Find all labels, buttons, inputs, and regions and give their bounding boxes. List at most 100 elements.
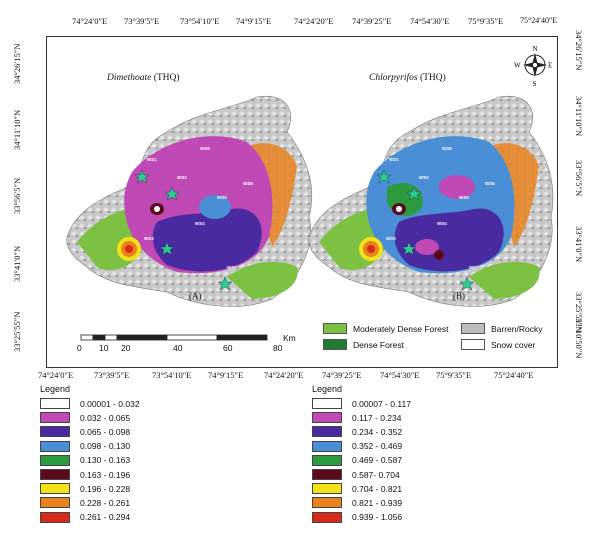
legend-swatch xyxy=(312,426,342,438)
site-label: WS4 xyxy=(437,221,447,226)
legend-swatch xyxy=(40,511,70,523)
legend-swatch xyxy=(312,469,342,480)
sampling-site xyxy=(164,186,180,201)
legend-swatch xyxy=(40,497,70,509)
legend-label: 0.704 - 0.821 xyxy=(352,483,403,494)
bottom-tick: 74°54′30″E xyxy=(380,370,420,380)
legend-label: 0.163 - 0.196 xyxy=(80,469,131,480)
legend-label: 0.117 - 0.234 xyxy=(352,412,402,423)
moderately-dense-forest-area xyxy=(469,261,540,299)
legend-swatch xyxy=(40,440,70,452)
legend-item: 0.032 - 0.065 xyxy=(40,412,131,424)
right-tick: 33°41′0″N xyxy=(574,226,584,263)
legend-label: 0.939 - 1.056 xyxy=(352,512,403,523)
panel-a-map: WS8 WS1 WS2 WS3 WS4 WS5 WS6 WS7 xyxy=(66,95,313,307)
legend-swatch xyxy=(312,497,342,509)
legend-item: 0.163 - 0.196 xyxy=(40,469,130,480)
legend-label: 0.196 - 0.228 xyxy=(80,483,131,494)
sampling-sites-b xyxy=(376,169,475,291)
legend-label: 0.00007 - 0.117 xyxy=(352,398,411,409)
legend-item: 0.00001 - 0.032 xyxy=(40,398,140,409)
bottom-tick: 74°9′15″E xyxy=(208,370,244,380)
site-label: WS1 xyxy=(147,157,157,162)
legend-label: 0.228 - 0.261 xyxy=(80,497,131,508)
left-tick: 33°56′5″N xyxy=(12,177,22,214)
left-tick: 33°41′0″N xyxy=(12,245,22,282)
legend-swatch xyxy=(312,483,342,495)
top-tick: 73°54′10″E xyxy=(180,16,220,26)
bottom-tick: 75°9′35″E xyxy=(436,370,472,380)
site-label: WS4 xyxy=(195,221,205,226)
legend-label: 0.032 - 0.065 xyxy=(80,412,131,423)
legend-item: 0.352 - 0.469 xyxy=(312,440,403,452)
thq-class-0.065-0.098 xyxy=(152,208,262,272)
legend-swatch xyxy=(40,454,70,466)
moderately-dense-forest-area xyxy=(227,261,298,299)
legend-item: 0.228 - 0.261 xyxy=(40,497,131,509)
legend-title: Legend xyxy=(312,384,343,394)
legend-label: 0.587- 0.704 xyxy=(352,469,400,480)
bottom-tick: 74°24′20″E xyxy=(264,370,304,380)
thq-class-0.117-0.234 xyxy=(439,175,475,199)
legend-item: 0.130 - 0.163 xyxy=(40,454,131,466)
legend-label: 0.130 - 0.163 xyxy=(80,455,131,466)
sampling-site xyxy=(217,276,233,291)
thq-class-0.098-0.130 xyxy=(199,195,231,219)
sampling-site xyxy=(159,241,175,256)
legend-item: 0.196 - 0.228 xyxy=(40,483,131,495)
legend-item: 0.065 - 0.098 xyxy=(40,426,131,438)
legend-swatch xyxy=(40,469,70,480)
thq-class-0.234-0.352 xyxy=(394,208,504,272)
scale-tick: 60 xyxy=(223,343,233,353)
legend-swatch xyxy=(312,454,342,466)
site-label: WS8 xyxy=(442,146,452,151)
legend-item: 0.00007 - 0.117 xyxy=(312,398,411,409)
sampling-site xyxy=(376,169,392,184)
legend-swatch xyxy=(40,398,70,409)
panel-a-title: Dimethoate (THQ) xyxy=(107,73,180,83)
land-cover-item: Barren/Rocky xyxy=(461,323,543,334)
legend-title: Legend xyxy=(40,384,71,394)
legend-label: 0.821 - 0.939 xyxy=(352,497,403,508)
scale-unit: Km xyxy=(283,333,296,343)
legend-swatch xyxy=(461,339,485,350)
legend-item: 0.098 - 0.130 xyxy=(40,440,131,452)
legend-label: 0.469 - 0.587 xyxy=(352,455,403,466)
sampling-site xyxy=(401,241,417,256)
bottom-tick: 73°54′10″E xyxy=(152,370,192,380)
land-cover-item: Snow cover xyxy=(461,339,535,350)
site-label: WS6 xyxy=(243,181,253,186)
left-tick: 34°26′15″N xyxy=(12,43,22,84)
site-label: WS6 xyxy=(485,181,495,186)
top-tick: 74°54′30″E xyxy=(410,16,450,26)
legend-item: 0.261 - 0.294 xyxy=(40,511,131,523)
legend-label: 0.261 - 0.294 xyxy=(80,512,131,523)
legend-label: 0.065 - 0.098 xyxy=(80,426,131,437)
legend-item: 0.117 - 0.234 xyxy=(312,412,402,424)
legend-label: 0.00001 - 0.032 xyxy=(80,398,140,409)
legend-swatch xyxy=(461,323,485,334)
site-label: WS1 xyxy=(389,157,399,162)
legend-item: 0.234 - 0.352 xyxy=(312,426,403,438)
site-label: WS2 xyxy=(177,175,187,180)
scale-tick: 20 xyxy=(121,343,131,353)
top-tick: 74°39′25″E xyxy=(352,16,392,26)
sampling-sites-a xyxy=(134,169,233,291)
scale-tick: 10 xyxy=(99,343,109,353)
legend-item: 0.469 - 0.587 xyxy=(312,454,403,466)
legend-item: 0.587- 0.704 xyxy=(312,469,400,480)
top-tick: 75°24′40″E xyxy=(520,16,558,25)
legend-label: 0.098 - 0.130 xyxy=(80,441,131,452)
panel-b-title: Chlorpyrifos (THQ) xyxy=(369,73,446,83)
compass-west: W xyxy=(514,62,521,70)
legend-item: 0.821 - 0.939 xyxy=(312,497,403,509)
panel-a-letter: (A) xyxy=(189,291,202,301)
legend-swatch xyxy=(312,398,342,409)
bottom-tick: 74°24′0″E xyxy=(38,370,74,380)
legend-label: 0.352 - 0.469 xyxy=(352,441,403,452)
compass-south: S xyxy=(533,80,537,88)
legend-swatch xyxy=(40,412,70,424)
site-label: WS7 xyxy=(227,265,237,270)
legend-swatch xyxy=(312,511,342,523)
legend-label: 0.234 - 0.352 xyxy=(352,426,403,437)
